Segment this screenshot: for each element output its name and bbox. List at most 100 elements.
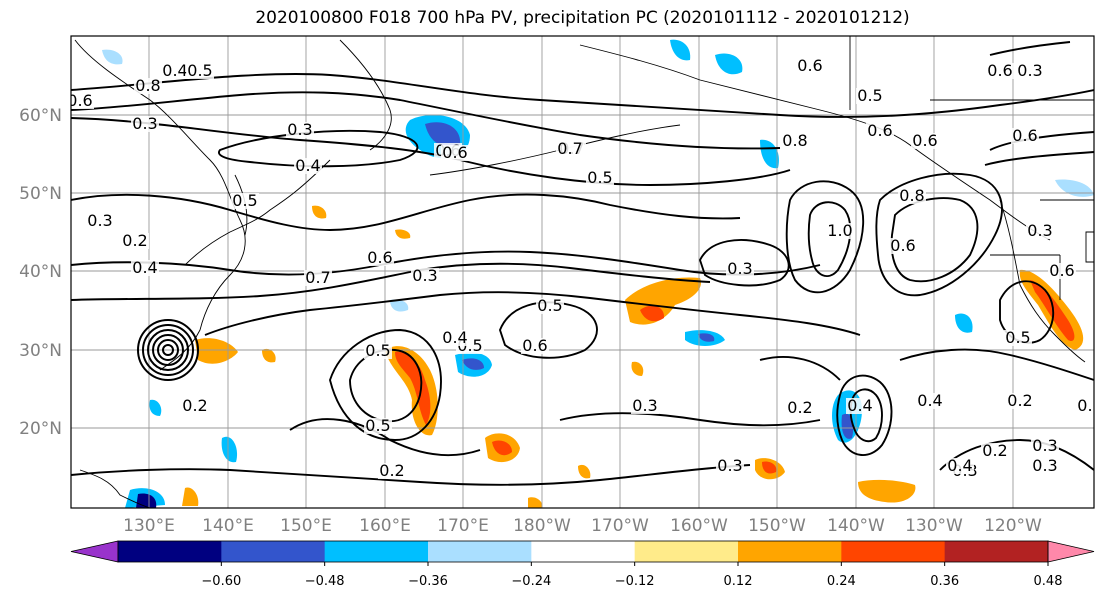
contour-label-bg bbox=[716, 458, 744, 474]
contour-label: 0.5 bbox=[1077, 396, 1102, 415]
longitude-label: 150°W bbox=[748, 516, 806, 536]
pv-contour bbox=[71, 464, 751, 486]
contour-label-bg bbox=[231, 193, 259, 209]
contour-label: 0.4 bbox=[947, 456, 972, 475]
contour-label: 0.3 bbox=[1032, 436, 1057, 455]
contour-label: 0.2 bbox=[1007, 391, 1032, 410]
pv-contour bbox=[875, 172, 1003, 297]
contour-label-bg bbox=[786, 400, 814, 416]
precip-negative-patch bbox=[1055, 179, 1094, 197]
precip-negative-patch bbox=[670, 39, 691, 61]
precip-positive-patch bbox=[492, 440, 512, 456]
latitude-labels: 60°N 50°N 40°N 30°N 20°N bbox=[19, 106, 62, 439]
longitude-label: 140°E bbox=[202, 516, 254, 536]
coastline-asia bbox=[74, 39, 331, 508]
latitude-label: 50°N bbox=[19, 184, 62, 204]
precip-positive-patch bbox=[312, 205, 327, 219]
pv-contour bbox=[71, 250, 821, 276]
contour-label: 0.6 bbox=[867, 121, 892, 140]
coastline-north-america bbox=[990, 199, 1094, 363]
precip-positive-patch bbox=[578, 464, 591, 479]
contour-label-bg bbox=[631, 398, 659, 414]
contour-label-bg bbox=[294, 158, 322, 174]
pv-contour bbox=[71, 73, 1094, 118]
cyclone-rings bbox=[137, 319, 199, 381]
colorbar: −0.60 −0.48 −0.36 −0.24 −0.12 0.12 0.24 0.36 0.4… bbox=[70, 540, 1095, 589]
contour-label-bg bbox=[726, 261, 754, 277]
contour-label: 0.6 bbox=[522, 336, 547, 355]
contour-label-bg bbox=[86, 213, 114, 229]
pv-contour bbox=[890, 197, 979, 283]
contour-label-bg bbox=[898, 188, 926, 204]
contour-label: 0.6 bbox=[442, 143, 467, 162]
contour-label-bg bbox=[946, 458, 974, 474]
contour-label-bg bbox=[364, 343, 392, 359]
colorbar-extend-high bbox=[1047, 540, 1095, 563]
contour-label: 0.3 bbox=[1032, 456, 1057, 475]
contour-label-bg bbox=[121, 233, 149, 249]
longitude-label: 170°W bbox=[591, 516, 649, 536]
contour-label: 0.8 bbox=[782, 131, 807, 150]
contour-label: 0.4 bbox=[132, 258, 157, 277]
contour-label: 0.5 bbox=[187, 61, 212, 80]
precip-negative-patch bbox=[221, 436, 238, 463]
latitude-label: 30°N bbox=[19, 341, 62, 361]
contour-label: 0.5 bbox=[587, 168, 612, 187]
contour-label-bg bbox=[186, 63, 214, 79]
contour-label-bg bbox=[911, 133, 939, 149]
colorbar-frame bbox=[117, 540, 1049, 563]
colorbar-tick-label: −0.48 bbox=[305, 574, 345, 589]
pv-contour bbox=[849, 388, 883, 443]
contour-label: 0.2 bbox=[982, 441, 1007, 460]
colorbar-segment bbox=[221, 541, 326, 562]
contour-label: 0.5 bbox=[537, 296, 562, 315]
contour-labels: 0.40.50.80.30.60.30.40.50.30.20.40.60.70… bbox=[71, 56, 1102, 480]
pv-contour bbox=[498, 301, 598, 359]
contour-label-bg bbox=[1031, 438, 1059, 454]
contour-label: 0.5 bbox=[1005, 328, 1030, 347]
pv-contour bbox=[939, 439, 1094, 471]
precip-positive-patch bbox=[262, 348, 276, 363]
colorbar-segment bbox=[738, 541, 842, 562]
longitude-labels: 130°E 140°E 150°E 160°E 170°E 180°W 170°W 160°W… bbox=[123, 516, 1042, 536]
contour-label: 0.5 bbox=[232, 191, 257, 210]
contour-label-bg bbox=[441, 145, 469, 161]
precip-negative-patch bbox=[760, 139, 779, 169]
precip-positive-patch bbox=[1030, 280, 1075, 342]
colorbar-tick-label: 0.24 bbox=[827, 574, 856, 589]
contour-label-bg bbox=[411, 268, 439, 284]
pv-contour bbox=[204, 291, 861, 336]
contour-label: 0.2 bbox=[122, 231, 147, 250]
contour-label: 0.4 bbox=[442, 328, 467, 347]
contour-label-bg bbox=[1048, 263, 1076, 279]
contour-label: 0.3 bbox=[717, 456, 742, 475]
contour-label-bg bbox=[131, 260, 159, 276]
contour-label-bg bbox=[366, 250, 394, 266]
contour-label: 0.3 bbox=[87, 211, 112, 230]
contour-label: 1.0 bbox=[827, 221, 852, 240]
contour-label: 0.2 bbox=[379, 461, 404, 480]
colorbar-tick-label: −0.36 bbox=[408, 574, 448, 589]
pv-contour bbox=[759, 348, 1094, 381]
contour-label-bg bbox=[586, 170, 614, 186]
contour-label: 0.8 bbox=[135, 76, 160, 95]
contour-label: 0.3 bbox=[1027, 221, 1052, 240]
contour-label-bg bbox=[981, 443, 1009, 459]
contour-label: 0.3 bbox=[632, 396, 657, 415]
longitude-label: 150°E bbox=[280, 516, 332, 536]
pv-contour bbox=[289, 418, 481, 457]
precip-positive-patch bbox=[395, 351, 431, 425]
contour-label: 0.6 bbox=[890, 236, 915, 255]
precip-positive-patch bbox=[640, 305, 665, 322]
contour-label: 0.6 bbox=[797, 56, 822, 75]
longitude-label: 130°E bbox=[123, 516, 175, 536]
pv-contours bbox=[71, 41, 1094, 486]
colorbar-segment bbox=[531, 541, 636, 562]
precip-positive-patch bbox=[858, 479, 916, 503]
contour-label-bg bbox=[71, 93, 94, 109]
colorbar-segment bbox=[841, 541, 946, 562]
longitude-label: 170°E bbox=[437, 516, 489, 536]
colorbar-tick-label: 0.12 bbox=[724, 574, 753, 589]
contour-label-bg bbox=[796, 58, 824, 74]
contour-label-bg bbox=[1004, 330, 1032, 346]
